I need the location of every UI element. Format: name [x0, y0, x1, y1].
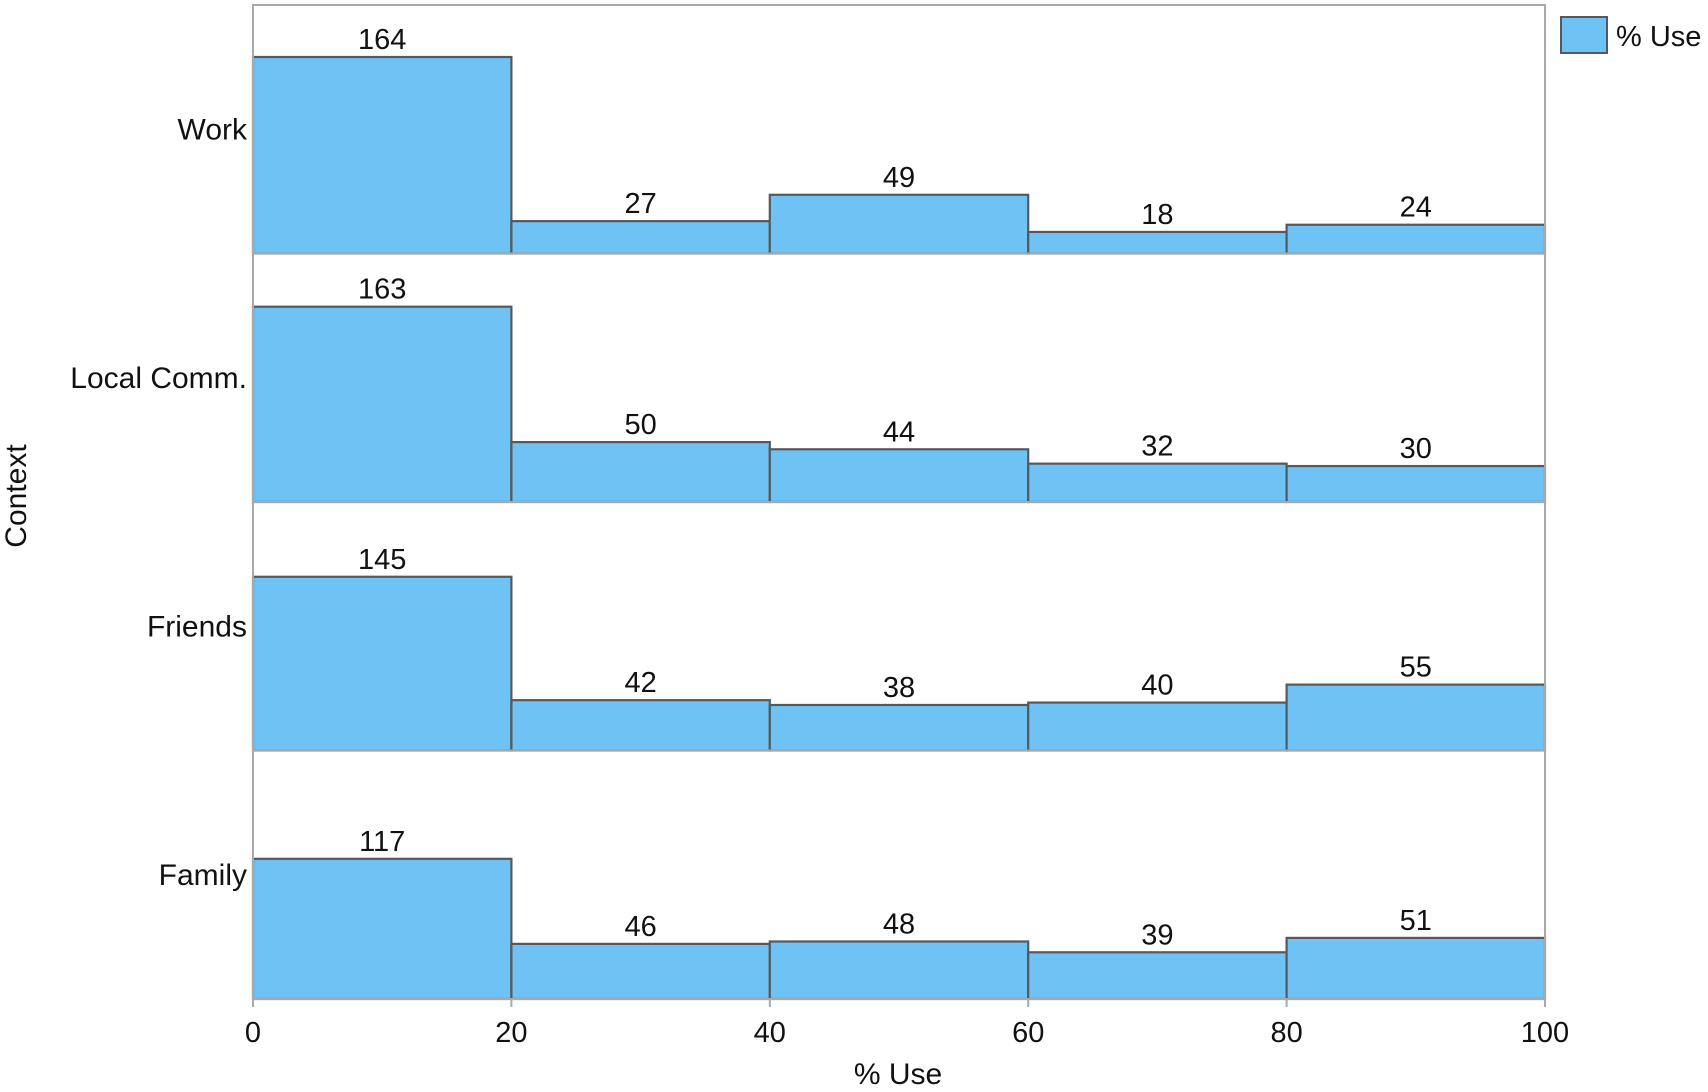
histogram-bar — [1285, 464, 1547, 504]
histogram-bar — [768, 193, 1030, 255]
bar-value-label: 38 — [883, 672, 915, 704]
x-tick-label: 40 — [754, 1017, 786, 1049]
legend-swatch — [1560, 16, 1608, 54]
category-label: Friends — [147, 610, 247, 643]
panel-0: 164 27 49 18 24 Work — [178, 4, 1547, 255]
legend-label: % Use — [1616, 21, 1701, 53]
histogram-bar — [768, 703, 1030, 752]
histogram-bar — [510, 942, 771, 1001]
histogram-bar — [251, 305, 513, 504]
category-label: Family — [159, 859, 247, 892]
bar-value-label: 117 — [359, 826, 405, 858]
panel-1: 163 50 44 32 30 Local Comm. — [70, 252, 1547, 504]
histogram-bar — [1027, 462, 1288, 504]
x-tick-label: 0 — [245, 1017, 261, 1049]
histogram-bar — [1285, 223, 1547, 255]
x-tick-label: 60 — [1012, 1017, 1044, 1049]
x-tick-label: 100 — [1521, 1017, 1569, 1049]
histogram-bar — [1285, 683, 1547, 752]
bar-value-label: 163 — [358, 274, 406, 306]
x-tick-label: 80 — [1270, 1017, 1302, 1049]
x-axis-title: % Use — [854, 1058, 942, 1091]
bar-value-label: 27 — [624, 188, 656, 220]
category-label: Local Comm. — [70, 362, 247, 395]
y-axis-title: Context — [0, 444, 33, 548]
bar-value-label: 18 — [1141, 199, 1173, 231]
bar-value-label: 40 — [1141, 670, 1173, 702]
bar-value-label: 42 — [624, 667, 656, 699]
histogram-bar — [251, 575, 513, 752]
panel-2: 145 42 38 40 55 Friends — [147, 501, 1547, 752]
category-label: Work — [178, 113, 248, 146]
histogram-bar — [1027, 230, 1288, 255]
bar-value-label: 51 — [1400, 905, 1432, 937]
axes-layer: 0 20 40 60 80 100 — [245, 999, 1569, 1049]
histogram-bar — [1285, 936, 1547, 1001]
histogram-bar — [510, 699, 771, 752]
histogram-bar — [1027, 951, 1288, 1001]
histogram-bar — [1027, 701, 1288, 752]
histogram-bar — [768, 940, 1030, 1001]
bar-value-label: 50 — [624, 409, 656, 441]
panel-frame — [252, 749, 1546, 1000]
bar-value-label: 49 — [883, 162, 915, 194]
bar-value-label: 30 — [1400, 433, 1432, 465]
legend: % Use — [1560, 16, 1701, 54]
histogram-bar — [510, 220, 771, 255]
bar-value-label: 32 — [1141, 431, 1173, 463]
x-tick-label: 20 — [495, 1017, 527, 1049]
histogram-bar — [251, 857, 513, 1001]
histogram-bar — [768, 448, 1030, 504]
histogram-bar — [510, 440, 771, 504]
bar-value-label: 48 — [883, 908, 915, 940]
bar-value-label: 24 — [1400, 192, 1432, 224]
histogram-bar — [251, 55, 513, 255]
bar-value-label: 46 — [624, 911, 656, 943]
bar-value-label: 55 — [1400, 652, 1432, 684]
bar-value-label: 145 — [358, 544, 406, 576]
bar-value-label: 39 — [1141, 919, 1173, 951]
panels-layer: 164 27 49 18 24 Work 163 50 44 32 30 Local Comm. 145… — [70, 4, 1547, 1001]
bar-value-label: 44 — [883, 416, 915, 448]
panel-3: 117 46 48 39 51 Family — [159, 749, 1547, 1001]
bar-value-label: 164 — [358, 24, 406, 56]
